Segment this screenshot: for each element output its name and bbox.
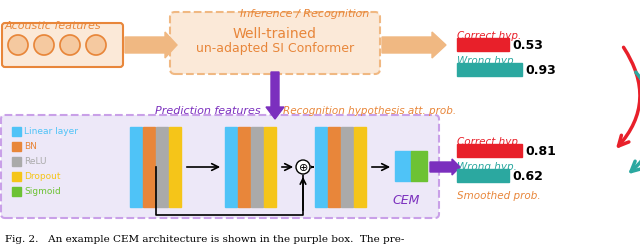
Bar (238, 127, 250, 207)
Text: 0.62: 0.62 (512, 170, 543, 183)
Bar (395, 151, 411, 181)
Bar (328, 127, 340, 207)
Bar (12, 172, 21, 181)
FancyBboxPatch shape (1, 115, 439, 218)
Bar (457, 63, 522, 76)
Bar (457, 169, 509, 182)
Text: Correct hyp.: Correct hyp. (457, 137, 521, 147)
Text: BN: BN (24, 141, 37, 150)
FancyBboxPatch shape (170, 12, 380, 74)
Circle shape (296, 160, 310, 174)
FancyArrowPatch shape (618, 47, 640, 146)
Bar (12, 187, 21, 196)
Bar (130, 127, 142, 207)
Circle shape (86, 35, 106, 55)
Bar (156, 127, 168, 207)
Bar (411, 151, 427, 181)
Circle shape (34, 35, 54, 55)
FancyBboxPatch shape (2, 23, 123, 67)
Text: Wrong hyp.: Wrong hyp. (457, 162, 517, 172)
Text: 0.53: 0.53 (512, 39, 543, 52)
Bar (12, 157, 21, 166)
Text: Wrong hyp.: Wrong hyp. (457, 56, 517, 66)
Bar (264, 127, 276, 207)
Text: Acoustic features: Acoustic features (5, 21, 102, 31)
Text: 0.93: 0.93 (525, 63, 556, 76)
Bar (354, 127, 366, 207)
Text: Fig. 2.   An example CEM architecture is shown in the purple box.  The pre-: Fig. 2. An example CEM architecture is s… (5, 235, 404, 244)
Text: CEM: CEM (392, 194, 420, 207)
Bar (457, 38, 509, 51)
Bar (169, 127, 181, 207)
Text: Sigmoid: Sigmoid (24, 187, 61, 195)
Text: Prediction features: Prediction features (155, 106, 261, 116)
Bar (251, 127, 263, 207)
FancyArrowPatch shape (631, 72, 640, 172)
Circle shape (8, 35, 28, 55)
Text: Well-trained: Well-trained (233, 27, 317, 41)
Bar (315, 127, 327, 207)
Circle shape (60, 35, 80, 55)
Text: Dropout: Dropout (24, 172, 61, 181)
Bar (341, 127, 353, 207)
Bar (12, 142, 21, 151)
Text: Recognition hypothesis att. prob.: Recognition hypothesis att. prob. (284, 106, 456, 116)
Bar (225, 127, 237, 207)
Text: Correct hyp.: Correct hyp. (457, 31, 521, 41)
Text: Inference / Recognition: Inference / Recognition (241, 9, 370, 19)
Text: Linear layer: Linear layer (24, 126, 78, 135)
Text: Smoothed prob.: Smoothed prob. (457, 191, 541, 201)
Text: 0.81: 0.81 (525, 144, 556, 158)
Text: ReLU: ReLU (24, 157, 47, 166)
Text: $\oplus$: $\oplus$ (298, 162, 308, 173)
FancyArrow shape (125, 32, 177, 58)
Text: un-adapted SI Conformer: un-adapted SI Conformer (196, 42, 354, 55)
FancyArrow shape (382, 32, 446, 58)
Bar (457, 144, 522, 157)
Bar (143, 127, 155, 207)
Bar (12, 127, 21, 136)
FancyArrow shape (430, 159, 460, 175)
FancyArrow shape (266, 72, 284, 119)
